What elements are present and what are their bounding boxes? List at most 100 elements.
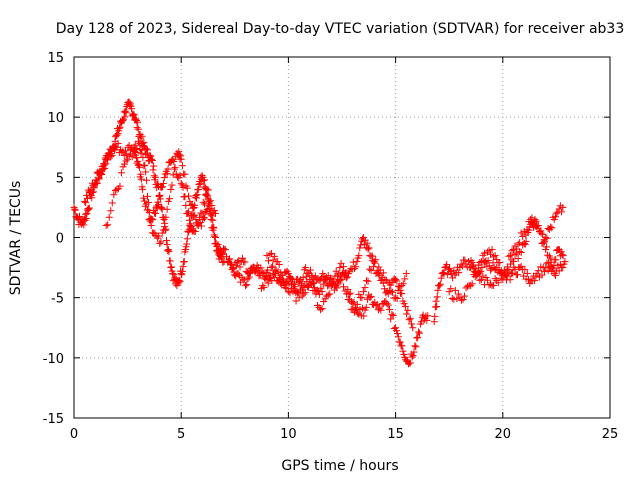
data-point-track-f-9-5 [367,266,375,274]
data-point-track-a-21-4 [162,237,170,245]
data-point-track-c-8-6 [177,152,185,160]
data-point-track-b-10-5 [155,201,163,209]
data-point-track-c-4 [141,161,149,169]
data-point-track-c-11-5 [200,200,208,208]
data-point-track-c-12-6 [210,207,218,215]
data-point-track-b-19-5 [218,249,226,257]
data-point-track-a-4-1 [88,194,96,202]
data-point-track-d-9-4 [302,273,310,281]
data-point-track-e-5 [267,264,275,272]
data-point-track-d-4-2 [257,264,265,272]
data-point-track-a-14-6 [134,118,142,126]
data-point-track-f-12 [392,294,400,302]
data-point-track-b-0-6 [86,188,94,196]
data-point-track-b-18-6 [211,233,219,241]
data-point-track-d-22-6 [410,348,418,356]
data-point-track-c-1-2 [116,182,124,190]
data-point-track-f-11-3 [385,279,393,287]
data-point-track-e-18-4 [379,279,387,287]
data-point-track-i-7 [542,234,550,241]
data-point-track-f-1-3 [278,271,286,279]
y-tick-label-6: 15 [47,51,64,66]
data-point-track-e-5-1 [268,262,276,270]
data-point-track-c-13 [212,209,220,217]
data-point-track-i-4-6 [519,232,527,240]
data-point-track-i-3 [499,270,507,278]
data-point-track-a-2-5 [82,210,90,218]
data-point-track-c-9-3 [181,170,189,178]
data-point-track-d-17 [366,294,374,302]
data-point-track-b-19-4 [216,253,224,261]
data-point-track-i-6-2 [534,224,542,232]
axis-ticks: 0 5 10 15 20 25 -15 -10 -5 0 5 10 15 [43,51,619,442]
data-point-track-c-7-3 [168,181,176,189]
data-point-track-c-11-4 [199,198,207,206]
data-point-track-e-11-3 [322,274,330,282]
data-point-track-f-8-4 [355,290,363,298]
x-tick-label-3: 15 [387,427,404,442]
data-point-track-a-21-5 [163,241,171,249]
data-point-track-a-11-3 [119,117,127,125]
data-point-track-e-2-3 [245,273,253,281]
data-point-track-f-3-1 [297,286,305,294]
data-point-track-d-1-3 [232,262,240,270]
data-point-track-f-0-5 [271,252,279,260]
data-point-track-e-4-4 [264,266,272,274]
data-point-track-f-7-5 [346,296,354,304]
data-point-track-g-4-4 [461,256,469,264]
data-point-track-c-2-3 [128,153,136,161]
data-point-track-h-6 [510,258,518,266]
data-point-track-f-8-1 [350,308,358,316]
data-point-track-a-26-3 [183,235,191,243]
data-point-track-b-11-4 [159,179,167,187]
data-point-track-a-0-2 [71,206,79,214]
data-point-track-e-13 [336,264,344,272]
data-point-track-h-4-3 [493,255,501,263]
data-point-track-g-11-6 [523,269,531,277]
data-point-track-d-2-1 [238,254,246,262]
data-point-track-c-1-3 [117,169,125,177]
y-tick-label-2: -5 [51,292,64,307]
data-point-track-a-25-1 [178,271,186,279]
data-point-track-i-7-5 [548,224,556,232]
data-point-track-i-0-2 [470,264,478,272]
data-point-track-a-28-5 [193,191,201,199]
data-point-track-i-3-3 [503,263,511,271]
data-point-track-f-7-2 [341,287,349,295]
data-point-track-g-0-1 [431,312,439,320]
data-point-track-f-1-4 [280,278,288,286]
chart-title: Day 128 of 2023, Sidereal Day-to-day VTE… [56,21,625,37]
data-point-track-i-3-2 [502,268,510,276]
data-point-track-d-11-2 [317,284,325,292]
data-point-track-e-15-3 [356,244,364,252]
data-point-track-g-1-6 [440,270,448,278]
data-point-track-b-17-5 [203,205,211,213]
data-point-track-i-3-4 [505,252,513,260]
data-point-track-a-15 [134,125,142,133]
data-point-track-a-22-1 [165,248,173,256]
data-point-track-a-18-2 [148,156,156,164]
data-point-track-b-8-1 [140,194,148,202]
data-point-track-i-2-6 [497,274,505,282]
data-point-track-d-20-3 [394,333,402,341]
x-tick-label-2: 10 [280,427,297,442]
data-point-track-d-0-1 [221,246,229,254]
data-point-track-e-16-6 [365,244,373,252]
data-point-track-f-12-3 [396,286,404,294]
data-point-track-b-2-5 [102,155,110,163]
data-point-track-h-11-2 [550,261,558,269]
data-point-track-i-2-5 [496,269,504,277]
data-point-track-i-5-3 [525,226,533,234]
data-point-track-b-11-3 [159,183,167,191]
data-point-track-i-8-6 [558,208,566,216]
data-point-track-c-6-1 [157,238,165,246]
data-point-track-e-21-3 [404,306,412,314]
data-point-track-c-4-1 [142,168,150,176]
data-point-track-f-7-1 [340,283,348,291]
data-point-track-d-1-6 [236,263,244,271]
data-point-track-c-9 [177,155,185,163]
data-point-track-b-8 [139,185,147,193]
data-point-track-b-3-2 [107,153,115,161]
data-point-track-g-10-1 [509,269,517,277]
data-point-track-b-7-4 [137,170,145,178]
